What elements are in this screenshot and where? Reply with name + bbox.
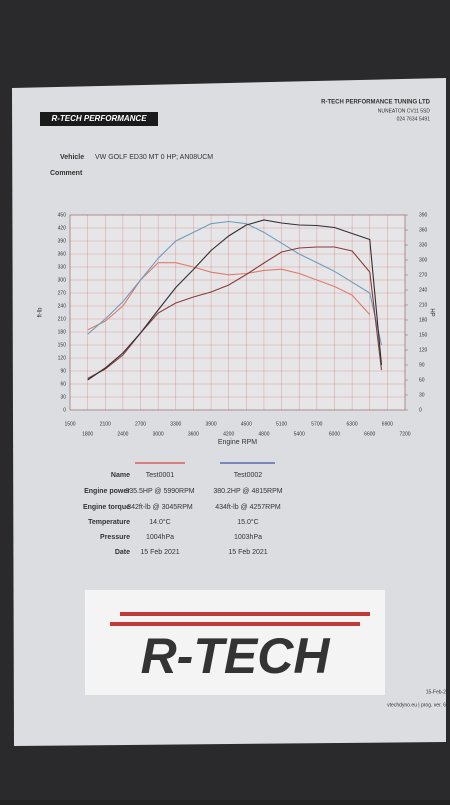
table-label: Engine power [84,488,130,495]
x-tick-label: 5700 [311,421,322,427]
logo-stripe [110,622,360,626]
y2-tick-label: 210 [419,302,428,308]
table-cell: 335.5HP @ 5990RPM [125,488,194,495]
table-cell: 1004hPa [146,534,174,541]
comment-label: Comment [50,170,83,177]
y2-tick-label: 180 [419,317,428,323]
y-tick-label: 300 [58,277,67,283]
y2-tick-label: 0 [419,407,422,413]
table-label: Date [115,549,130,556]
x-tick-label: 6600 [364,431,375,437]
table-cell: Test0001 [146,472,175,479]
x-tick-label: 5100 [276,421,287,427]
table-label: Engine torque [83,504,130,511]
table-cell: 380.2HP @ 4815RPM [213,488,282,495]
table-cell: Test0002 [234,472,263,479]
table-label: Pressure [100,534,130,541]
curve [87,262,371,331]
logo-card [85,590,385,695]
big-logo: R-TECH [141,628,331,684]
y-axis-label: ft-lb [38,307,44,318]
logo-box [40,112,158,126]
vehicle-value: VW GOLF ED30 MT 0 HP; AN08UCM [95,154,213,161]
y-tick-label: 180 [58,329,67,335]
logo-text: R-TECH PERFORMANCE [51,114,147,123]
table-cell: 342ft-lb @ 3045RPM [127,504,193,511]
x-tick-label: 6900 [382,421,393,427]
y2-tick-label: 120 [419,347,428,353]
x-tick-label: 1800 [82,431,93,437]
vehicle-label: Vehicle [60,154,84,161]
x-tick-label: 3300 [170,421,181,427]
y-tick-label: 450 [58,212,67,218]
x-tick-label: 2700 [135,421,146,427]
x-tick-label: 2100 [100,421,111,427]
y-tick-label: 330 [58,264,67,270]
y2-tick-label: 360 [419,227,428,233]
table-cell: 14.0°C [149,518,170,526]
curve [87,220,383,346]
y-tick-label: 90 [60,368,66,374]
address: NUNEATON CV11 5SD [378,108,431,114]
y2-axis-label: HP [428,308,434,316]
y2-tick-label: 300 [419,257,428,263]
x-tick-label: 2400 [117,431,128,437]
x-axis-label: Engine RPM [218,439,257,446]
y-tick-label: 210 [58,316,67,322]
x-tick-label: 7200 [399,431,410,437]
x-tick-label: 3900 [205,421,216,427]
table-cell: 15 Feb 2021 [228,549,267,556]
y-tick-label: 150 [58,342,67,348]
y2-tick-label: 150 [419,332,428,338]
logo-stripe [120,612,370,616]
y-tick-label: 0 [63,407,66,413]
table-label: Temperature [88,519,130,526]
footer-date: 15-Feb-2 [426,689,447,695]
phone: 024 7634 5491 [397,116,431,122]
table-cell: 434ft-lb @ 4257RPM [215,504,281,511]
table-cell: 1003hPa [234,534,262,541]
x-tick-label: 6000 [329,431,340,437]
y2-tick-label: 390 [419,212,428,218]
y-tick-label: 390 [58,238,67,244]
x-tick-label: 4200 [223,431,234,437]
x-tick-label: 3600 [188,431,199,437]
footer-site: vtechdyno.eu | prog. ver. 6 [387,702,446,708]
y-tick-label: 270 [58,290,67,296]
x-tick-label: 5400 [294,431,305,437]
y-tick-label: 240 [58,303,67,309]
x-tick-label: 4500 [241,421,252,427]
x-tick-label: 4800 [258,431,269,437]
y-tick-label: 30 [60,394,66,400]
y-tick-label: 60 [60,381,66,387]
plot-area [69,214,406,411]
table-cell: 15.0°C [237,518,258,526]
y2-tick-label: 270 [419,272,428,278]
y-tick-label: 120 [58,355,67,361]
table-label: Name [111,472,130,479]
table-cell: 15 Feb 2021 [140,549,179,556]
y2-tick-label: 330 [419,242,428,248]
y2-tick-label: 240 [419,287,428,293]
y2-tick-label: 60 [419,377,425,383]
y-tick-label: 420 [58,225,67,231]
y-tick-label: 360 [58,251,67,257]
company: R-TECH PERFORMANCE TUNING LTD [321,100,431,106]
y2-tick-label: 30 [419,392,425,398]
y2-tick-label: 90 [419,362,425,368]
x-tick-label: 6300 [347,421,358,427]
x-tick-label: 3000 [153,431,164,437]
x-tick-label: 1500 [64,421,75,427]
curve [87,219,383,381]
